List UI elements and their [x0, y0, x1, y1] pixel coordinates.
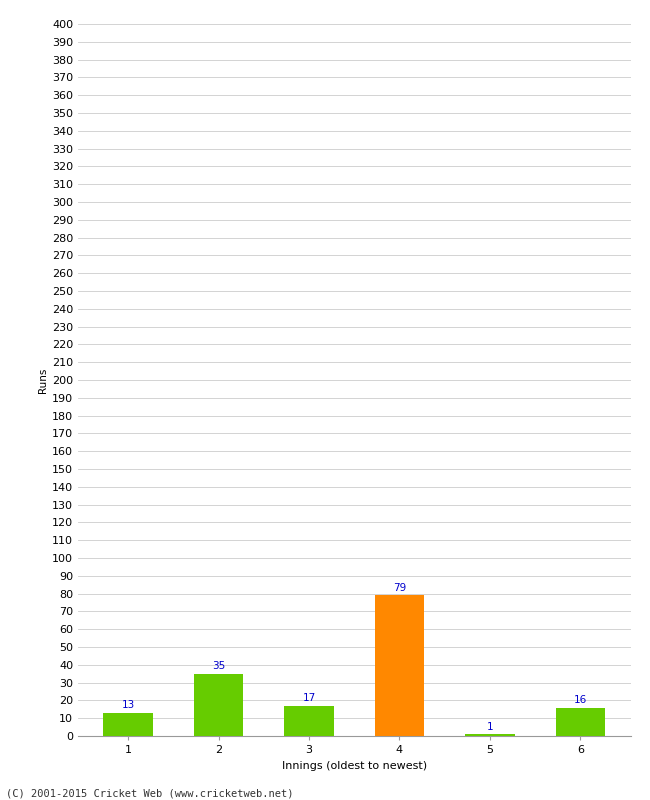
Bar: [103, 713, 153, 736]
Text: 16: 16: [574, 695, 587, 705]
Text: 1: 1: [487, 722, 493, 731]
Text: 79: 79: [393, 582, 406, 593]
Text: (C) 2001-2015 Cricket Web (www.cricketweb.net): (C) 2001-2015 Cricket Web (www.cricketwe…: [6, 789, 294, 798]
Text: 13: 13: [122, 700, 135, 710]
Bar: [194, 674, 243, 736]
Bar: [284, 706, 334, 736]
Y-axis label: Runs: Runs: [38, 367, 47, 393]
Bar: [556, 707, 605, 736]
X-axis label: Innings (oldest to newest): Innings (oldest to newest): [281, 761, 427, 770]
Text: 17: 17: [302, 693, 316, 703]
Bar: [374, 595, 424, 736]
Text: 35: 35: [212, 661, 225, 671]
Bar: [465, 734, 515, 736]
